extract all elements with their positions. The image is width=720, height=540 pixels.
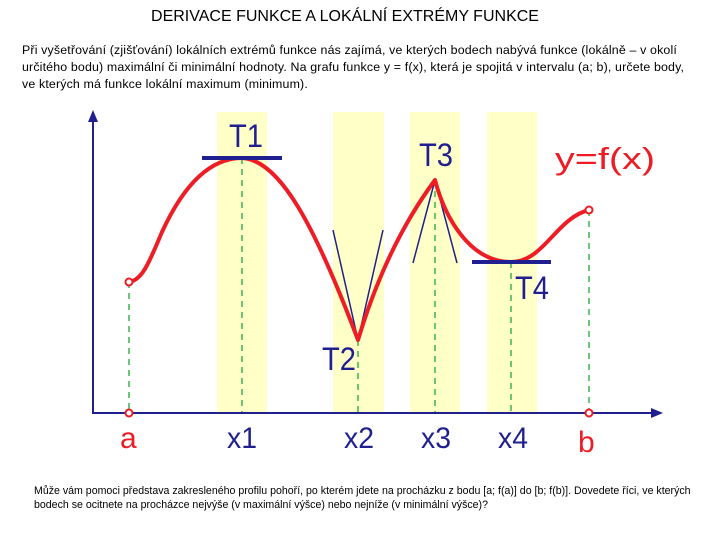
point-label-t3: T3 [419,137,453,173]
endpoint-a-curve [124,277,134,287]
y-axis-arrow [88,110,98,122]
function-graph: T1 T2 T3 T4 y=f(x) a x1 x2 x3 x4 b [88,110,663,459]
x-label-x2: x2 [344,422,374,455]
x-label-x4: x4 [498,422,528,455]
x-label-b: b [578,426,595,459]
x-label-x3: x3 [421,422,451,455]
x-axis-arrow [651,408,663,418]
function-label: y=f(x) [555,141,655,176]
tangent-t3-left [412,179,436,264]
page-title: DERIVACE FUNKCE A LOKÁLNÍ EXTRÉMY FUNKCE [151,8,539,25]
dashed-drop-lines [128,158,590,413]
endpoint-a-axis [124,408,134,418]
axes [88,110,663,418]
point-label-t2: T2 [322,341,356,377]
question-paragraph: Může vám pomoci představa zakresleného p… [34,485,691,511]
point-label-t4: T4 [515,270,549,306]
intro-paragraph: Při vyšetřování (zjišťování) lokálních e… [22,43,685,91]
x-label-x1: x1 [227,422,257,455]
point-label-t1: T1 [229,118,263,154]
endpoint-b-curve [584,205,594,215]
x-label-a: a [120,422,137,455]
tangent-t2-left [332,229,359,341]
endpoint-b-axis [584,408,594,418]
